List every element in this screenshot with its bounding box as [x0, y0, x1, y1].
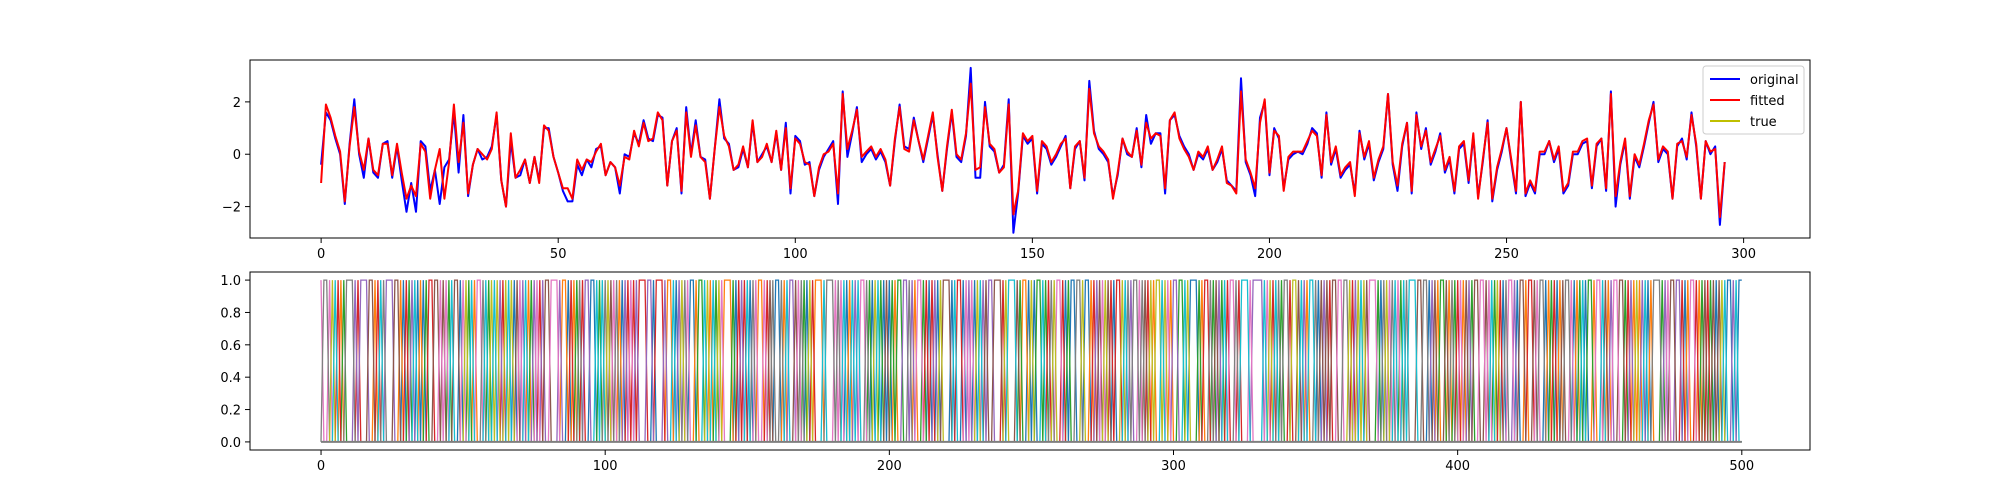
y-tick-label: 0.8 [220, 306, 241, 321]
top-plot-frame [249, 59, 1811, 239]
series-line-fitted [320, 82, 1726, 219]
bottom-series-group [320, 279, 1742, 443]
top-y-ticks: −2 0 2 [222, 96, 250, 216]
x-tick-label: 0 [317, 247, 325, 262]
bottom-y-ticks: 0.0 0.2 0.4 0.6 0.8 1.0 [220, 274, 250, 451]
bottom-plot: 0 100 200 300 400 500 0.0 0.2 0.4 0.6 0.8 1.0 [220, 271, 1811, 474]
bottom-plot-frame [249, 271, 1811, 451]
x-tick-label: 50 [550, 247, 567, 262]
y-tick-label: 0 [233, 148, 241, 163]
x-tick-label: 300 [1731, 247, 1756, 262]
top-x-ticks: 0 50 100 150 200 250 300 [317, 238, 1756, 262]
top-plot-area [250, 60, 1810, 238]
bottom-x-ticks: 0 100 200 300 400 500 [317, 450, 1754, 474]
x-tick-label: 250 [1494, 247, 1519, 262]
y-tick-label: 0.2 [220, 404, 241, 419]
y-tick-label: 0.4 [220, 371, 241, 386]
x-tick-label: 300 [1161, 459, 1186, 474]
legend-label-fitted: fitted [1750, 94, 1785, 109]
top-plot: 0 50 100 150 200 250 300 −2 0 2 original fitted … [222, 59, 1811, 262]
x-tick-label: 100 [593, 459, 618, 474]
x-tick-label: 150 [1020, 247, 1045, 262]
y-tick-label: −2 [222, 201, 241, 216]
x-tick-label: 200 [877, 459, 902, 474]
legend-box [1702, 65, 1805, 135]
x-tick-label: 200 [1257, 247, 1282, 262]
x-tick-label: 0 [317, 459, 325, 474]
legend-label-true: true [1750, 115, 1777, 130]
x-tick-label: 500 [1729, 459, 1754, 474]
y-tick-label: 0.0 [220, 436, 241, 451]
x-tick-label: 400 [1445, 459, 1470, 474]
y-tick-label: 0.6 [220, 339, 241, 354]
y-tick-label: 2 [233, 96, 241, 111]
legend-label-original: original [1750, 73, 1799, 88]
x-tick-label: 100 [783, 247, 808, 262]
top-series-group [320, 66, 1726, 234]
y-tick-label: 1.0 [220, 274, 241, 289]
legend: original fitted true [1702, 65, 1805, 135]
